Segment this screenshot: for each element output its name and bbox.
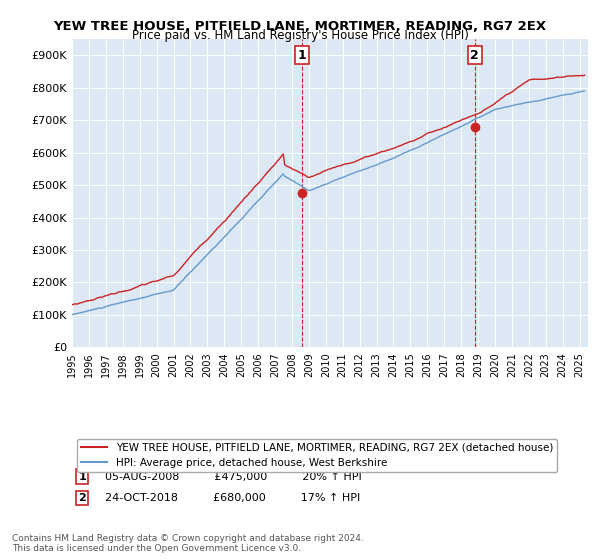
Text: Contains HM Land Registry data © Crown copyright and database right 2024.
This d: Contains HM Land Registry data © Crown c… [12, 534, 364, 553]
Text: 1: 1 [298, 49, 307, 62]
Text: YEW TREE HOUSE, PITFIELD LANE, MORTIMER, READING, RG7 2EX: YEW TREE HOUSE, PITFIELD LANE, MORTIMER,… [53, 20, 547, 32]
Text: Price paid vs. HM Land Registry's House Price Index (HPI): Price paid vs. HM Land Registry's House … [131, 29, 469, 42]
Text: 1: 1 [79, 472, 86, 482]
Text: 05-AUG-2008          £475,000          20% ↑ HPI: 05-AUG-2008 £475,000 20% ↑ HPI [98, 472, 362, 482]
Text: 2: 2 [79, 493, 86, 503]
Text: 2: 2 [470, 49, 479, 62]
Legend: YEW TREE HOUSE, PITFIELD LANE, MORTIMER, READING, RG7 2EX (detached house), HPI:: YEW TREE HOUSE, PITFIELD LANE, MORTIMER,… [77, 438, 557, 472]
Text: 24-OCT-2018          £680,000          17% ↑ HPI: 24-OCT-2018 £680,000 17% ↑ HPI [98, 493, 360, 503]
